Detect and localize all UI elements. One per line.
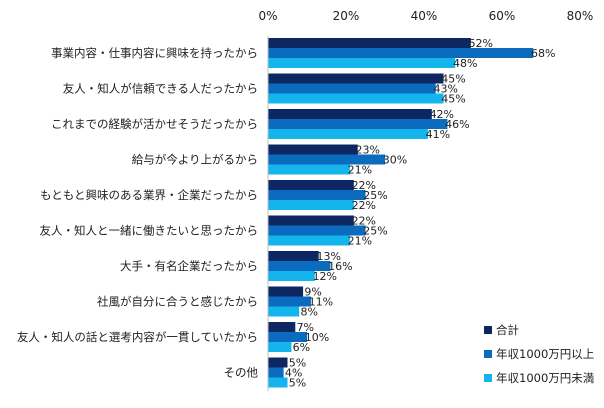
bar	[268, 367, 284, 378]
data-label: 7%	[297, 321, 314, 334]
category-label: これまでの経験が活かせそうだったから	[51, 117, 258, 131]
bar	[268, 377, 288, 388]
bar	[268, 251, 319, 261]
data-label: 6%	[293, 341, 310, 354]
bar	[268, 48, 534, 58]
category-label: 給与が今より上がるから	[132, 153, 258, 167]
legend-swatch	[484, 374, 492, 382]
bar	[268, 261, 331, 271]
data-label: 5%	[289, 377, 306, 390]
data-label: 46%	[445, 118, 469, 131]
bar	[268, 235, 350, 246]
data-label: 21%	[348, 235, 372, 248]
data-label: 43%	[433, 83, 457, 96]
data-label: 9%	[304, 286, 321, 299]
data-label: 23%	[355, 144, 379, 157]
bar	[268, 225, 366, 236]
bar	[268, 38, 471, 48]
data-label: 11%	[309, 296, 333, 309]
category-label: 友人・知人の話と選考内容が一貫していたから	[17, 330, 258, 344]
x-tick-label: 40%	[411, 9, 438, 23]
data-label: 52%	[469, 37, 493, 50]
data-label: 30%	[383, 154, 407, 167]
bar	[268, 286, 304, 297]
data-label: 25%	[363, 189, 387, 202]
bar	[268, 164, 350, 175]
data-label: 22%	[352, 199, 376, 212]
bar	[268, 322, 296, 332]
bar	[268, 215, 354, 226]
bar	[268, 271, 315, 281]
category-label: 事業内容・仕事内容に興味を持ったから	[51, 46, 258, 60]
x-tick-label: 20%	[333, 9, 360, 23]
bar	[268, 154, 385, 165]
bar	[268, 109, 432, 119]
bar	[268, 129, 428, 139]
category-label: 社風が自分に合うと感じたから	[97, 295, 258, 309]
category-label: 友人・知人と一緒に働きたいと思ったから	[40, 224, 259, 238]
legend-label: 合計	[496, 323, 519, 337]
data-label: 10%	[305, 331, 329, 344]
data-label: 45%	[441, 93, 465, 106]
category-label: もともと興味のある業界・企業だったから	[40, 188, 258, 202]
x-tick-label: 0%	[258, 9, 277, 23]
bar	[268, 200, 354, 210]
bar	[268, 58, 456, 68]
data-label: 8%	[300, 306, 317, 319]
data-label: 16%	[328, 260, 352, 273]
bar	[268, 73, 444, 84]
bar	[268, 357, 288, 368]
data-label: 45%	[441, 73, 465, 86]
data-label: 41%	[426, 128, 450, 141]
category-label: 友人・知人が信頼できる人だったから	[63, 82, 258, 96]
data-label: 25%	[363, 225, 387, 238]
data-label: 68%	[531, 47, 555, 60]
data-label: 12%	[313, 270, 337, 283]
data-label: 22%	[352, 179, 376, 192]
bar	[268, 180, 354, 190]
bar	[268, 306, 300, 317]
x-tick-label: 80%	[567, 9, 594, 23]
bar	[268, 119, 448, 129]
bar	[268, 342, 292, 352]
bar	[268, 83, 436, 94]
x-tick-label: 60%	[489, 9, 516, 23]
legend-label: 年収1000万円未満	[496, 371, 594, 385]
legend-swatch	[484, 326, 492, 334]
bar	[268, 332, 307, 342]
legend-swatch	[484, 350, 492, 358]
bar	[268, 296, 311, 307]
bar	[268, 144, 358, 155]
data-label: 48%	[453, 57, 477, 70]
legend-label: 年収1000万円以上	[496, 347, 594, 361]
data-label: 42%	[430, 108, 454, 121]
data-label: 5%	[289, 357, 306, 370]
data-label: 13%	[316, 250, 340, 263]
data-label: 21%	[348, 164, 372, 177]
category-label: その他	[224, 366, 259, 380]
bar	[268, 190, 366, 200]
category-label: 大手・有名企業だったから	[120, 259, 258, 273]
bar	[268, 93, 444, 104]
data-label: 22%	[352, 215, 376, 228]
data-label: 4%	[285, 367, 302, 380]
